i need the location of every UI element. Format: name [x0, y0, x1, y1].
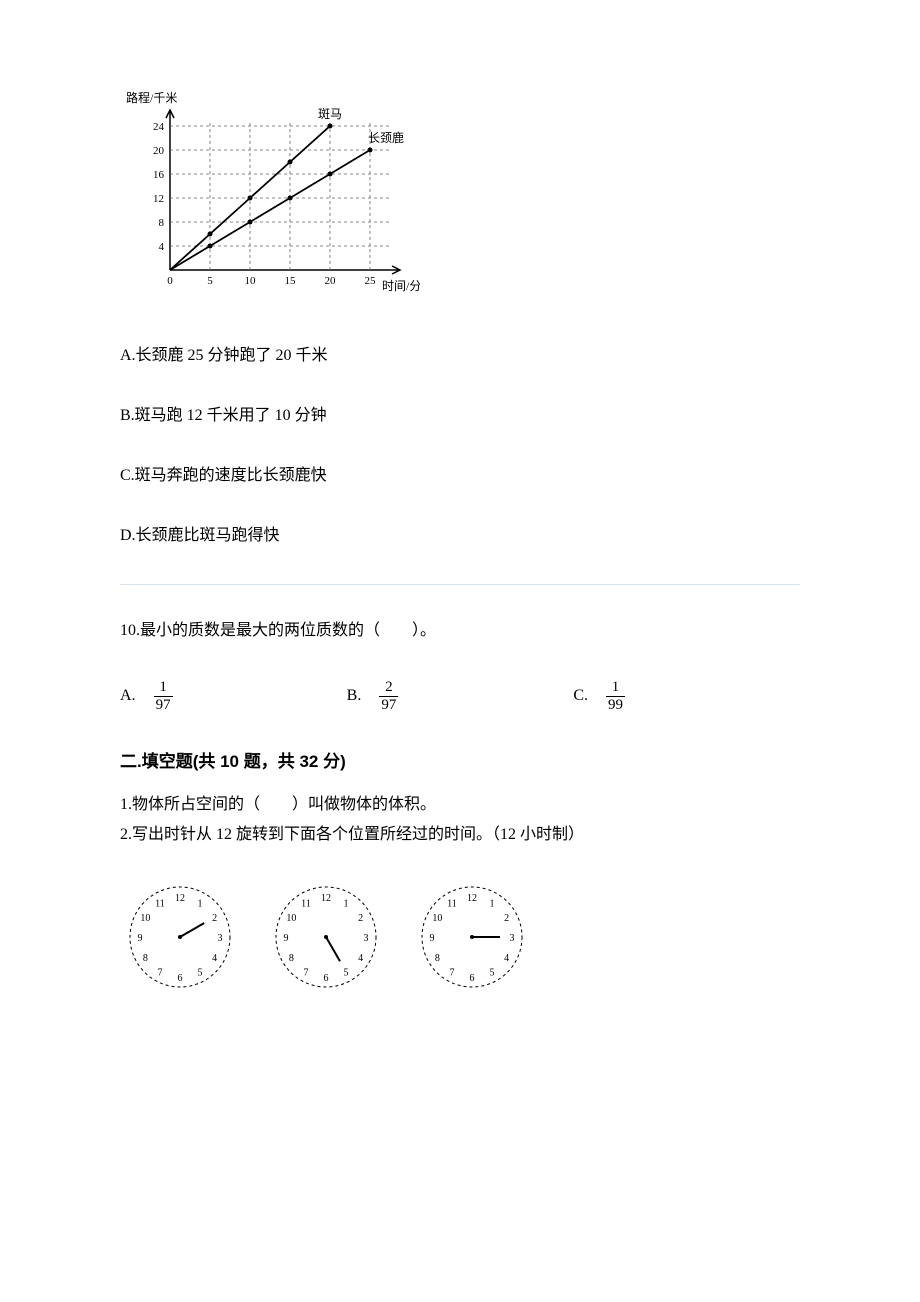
fraction: 2 97	[379, 679, 398, 713]
svg-text:8: 8	[289, 953, 294, 964]
svg-text:11: 11	[155, 898, 165, 909]
svg-text:12: 12	[321, 893, 331, 904]
fraction-denominator: 97	[154, 697, 173, 714]
svg-text:12: 12	[153, 193, 164, 205]
fraction: 1 97	[154, 679, 173, 713]
svg-text:4: 4	[504, 953, 509, 964]
svg-text:8: 8	[143, 953, 148, 964]
svg-text:5: 5	[490, 967, 495, 978]
svg-text:4: 4	[358, 953, 363, 964]
fraction-numerator: 1	[154, 679, 173, 697]
svg-text:12: 12	[467, 893, 477, 904]
svg-text:5: 5	[344, 967, 349, 978]
distance-time-chart: 路程/千米 4 8 12 16 20	[120, 90, 800, 308]
svg-text:10: 10	[286, 913, 296, 924]
svg-text:16: 16	[153, 169, 165, 181]
clock-2: 121234567891011	[266, 877, 386, 997]
svg-text:25: 25	[365, 275, 377, 287]
x-ticks: 0 5 10 15 20 25	[167, 275, 376, 287]
fraction-denominator: 97	[379, 697, 398, 714]
svg-text:1: 1	[344, 898, 349, 909]
svg-text:5: 5	[198, 967, 203, 978]
svg-text:6: 6	[178, 973, 183, 984]
svg-text:20: 20	[325, 275, 337, 287]
clock-1: 121234567891011	[120, 877, 240, 997]
svg-text:8: 8	[159, 217, 165, 229]
svg-text:7: 7	[450, 967, 455, 978]
zebra-label: 斑马	[318, 107, 342, 121]
svg-text:7: 7	[304, 967, 309, 978]
q10-option-a: A. 1 97	[120, 679, 347, 713]
svg-text:3: 3	[364, 933, 369, 944]
svg-text:12: 12	[175, 893, 185, 904]
giraffe-label: 长颈鹿	[368, 130, 404, 145]
svg-text:11: 11	[447, 898, 457, 909]
q9-option-c: C.斑马奔跑的速度比长颈鹿快	[120, 464, 800, 488]
q10-text: 10.最小的质数是最大的两位质数的（ ）。	[120, 619, 800, 643]
q9-option-a: A.长颈鹿 25 分钟跑了 20 千米	[120, 344, 800, 368]
fraction: 1 99	[606, 679, 625, 713]
section-2-heading: 二.填空题(共 10 题，共 32 分)	[120, 749, 800, 775]
svg-text:8: 8	[435, 953, 440, 964]
svg-text:1: 1	[198, 898, 203, 909]
svg-text:11: 11	[301, 898, 311, 909]
q9-option-b: B.斑马跑 12 千米用了 10 分钟	[120, 404, 800, 428]
q10-option-c: C. 1 99	[573, 679, 800, 713]
svg-text:6: 6	[470, 973, 475, 984]
chart-svg: 路程/千米 4 8 12 16 20	[120, 90, 420, 300]
svg-text:9: 9	[284, 933, 289, 944]
svg-text:0: 0	[167, 275, 173, 287]
svg-text:3: 3	[218, 933, 223, 944]
svg-text:2: 2	[504, 913, 509, 924]
clocks-row: 121234567891011 121234567891011 12123456…	[120, 877, 800, 997]
svg-text:24: 24	[153, 121, 165, 133]
section2-q2: 2.写出时针从 12 旋转到下面各个位置所经过的时间。（12 小时制）	[120, 823, 800, 847]
svg-text:2: 2	[358, 913, 363, 924]
q10-options: A. 1 97 B. 2 97 C. 1 99	[120, 679, 800, 713]
fraction-numerator: 2	[379, 679, 398, 697]
svg-text:4: 4	[159, 241, 165, 253]
y-axis-label: 路程/千米	[126, 90, 177, 105]
fraction-numerator: 1	[606, 679, 625, 697]
svg-text:10: 10	[245, 275, 257, 287]
option-mark: A.	[120, 684, 136, 708]
option-mark: C.	[573, 684, 588, 708]
svg-text:10: 10	[432, 913, 442, 924]
svg-text:1: 1	[490, 898, 495, 909]
svg-text:20: 20	[153, 145, 165, 157]
section-divider	[120, 584, 800, 585]
svg-text:5: 5	[207, 275, 213, 287]
svg-text:9: 9	[430, 933, 435, 944]
giraffe-line	[170, 150, 370, 270]
clock-3: 121234567891011	[412, 877, 532, 997]
section2-q1: 1.物体所占空间的（ ）叫做物体的体积。	[120, 793, 800, 817]
option-mark: B.	[347, 684, 362, 708]
y-ticks: 4 8 12 16 20 24	[153, 121, 165, 253]
x-axis-label: 时间/分	[382, 279, 420, 293]
fraction-denominator: 99	[606, 697, 625, 714]
svg-text:10: 10	[140, 913, 150, 924]
svg-text:15: 15	[285, 275, 297, 287]
svg-text:9: 9	[138, 933, 143, 944]
svg-text:3: 3	[510, 933, 515, 944]
svg-text:7: 7	[158, 967, 163, 978]
svg-text:4: 4	[212, 953, 217, 964]
svg-text:2: 2	[212, 913, 217, 924]
q10-option-b: B. 2 97	[347, 679, 574, 713]
q9-option-d: D.长颈鹿比斑马跑得快	[120, 524, 800, 548]
svg-text:6: 6	[324, 973, 329, 984]
